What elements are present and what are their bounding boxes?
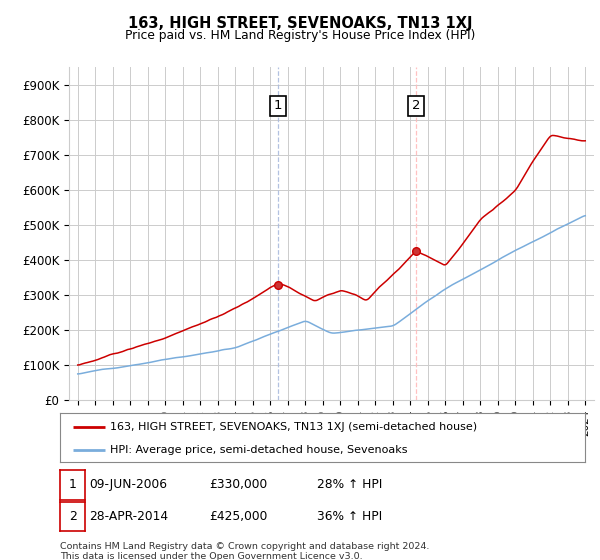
Text: £330,000: £330,000 [209,478,267,492]
Text: 2: 2 [412,99,420,113]
Text: HPI: Average price, semi-detached house, Sevenoaks: HPI: Average price, semi-detached house,… [110,445,407,455]
Text: 09-JUN-2006: 09-JUN-2006 [89,478,167,492]
Text: 28% ↑ HPI: 28% ↑ HPI [317,478,382,492]
Text: £425,000: £425,000 [209,510,267,523]
Text: 1: 1 [68,478,77,492]
Text: Contains HM Land Registry data © Crown copyright and database right 2024.
This d: Contains HM Land Registry data © Crown c… [60,542,430,560]
Text: 163, HIGH STREET, SEVENOAKS, TN13 1XJ (semi-detached house): 163, HIGH STREET, SEVENOAKS, TN13 1XJ (s… [110,422,477,432]
Text: 163, HIGH STREET, SEVENOAKS, TN13 1XJ: 163, HIGH STREET, SEVENOAKS, TN13 1XJ [128,16,472,31]
Text: Price paid vs. HM Land Registry's House Price Index (HPI): Price paid vs. HM Land Registry's House … [125,29,475,42]
Text: 2: 2 [68,510,77,523]
Text: 28-APR-2014: 28-APR-2014 [89,510,168,523]
Text: 1: 1 [274,99,282,113]
Text: 36% ↑ HPI: 36% ↑ HPI [317,510,382,523]
